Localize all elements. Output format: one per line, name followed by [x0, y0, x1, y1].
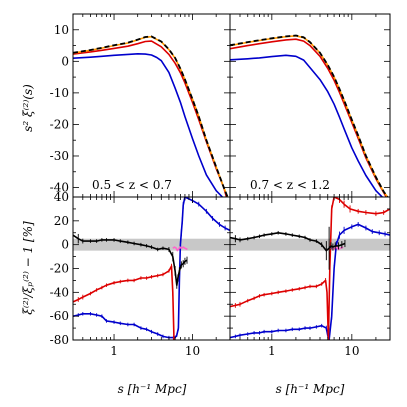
annotation-top-right: 0.7 < z < 1.2	[250, 178, 330, 192]
series-group-top-right	[230, 34, 389, 197]
y-axis-label-top: s² ξ⁽²⁾(s)	[21, 84, 35, 132]
y-tick-label-top-left: -40	[50, 181, 69, 195]
series-line-top-left-1	[73, 40, 228, 197]
series-line-top-right-0	[230, 54, 383, 197]
annotation-top-left: 0.5 < z < 0.7	[92, 178, 172, 192]
series-line-bottom-left-2	[172, 246, 188, 252]
y-tick-label-top-left: -20	[50, 117, 69, 131]
shaded-band-bottom-left	[73, 238, 230, 251]
x-tick-label-bottom-left: 10	[185, 344, 200, 358]
y-tick-label-top-left: 10	[54, 23, 69, 37]
y-tick-label-bottom-left: -60	[50, 309, 69, 323]
series-layer	[73, 34, 390, 340]
y-tick-label-bottom-left: -80	[50, 333, 69, 347]
series-group-bottom-right	[230, 197, 390, 340]
series-line-top-left-3	[73, 35, 229, 197]
y-tick-label-bottom-left: -20	[50, 262, 69, 276]
series-line-bottom-left-1	[73, 265, 175, 340]
series-line-top-right-3	[230, 34, 389, 197]
x-tick-label-bottom-right: 10	[344, 344, 359, 358]
series-line-top-left-2	[73, 35, 229, 197]
series-group-bottom-left	[73, 197, 230, 340]
series-line-top-right-1	[230, 38, 387, 197]
x-axis-label-right: s [h⁻¹ Mpc]	[276, 382, 345, 396]
x-axis-label-left: s [h⁻¹ Mpc]	[118, 382, 187, 396]
panel-frame-bottom-left	[72, 196, 231, 341]
panel-frame-bottom-right	[229, 196, 391, 341]
y-tick-label-bottom-left: 40	[54, 190, 69, 204]
shaded-band-bottom-right	[230, 238, 390, 251]
y-tick-label-top-left: -10	[50, 86, 69, 100]
series-line-top-left-0	[73, 53, 223, 197]
series-line-bottom-left-0	[73, 197, 230, 339]
series-group-top-left	[73, 35, 229, 197]
y-tick-label-bottom-left: -40	[50, 285, 69, 299]
series-line-bottom-right-1	[230, 197, 390, 340]
ticks-layer: -40 -30 -20 -10 0 10 -80 -60 -40 -20 0 20 40 1 10 1 10	[50, 13, 391, 358]
x-tick-label-bottom-right: 1	[268, 344, 276, 358]
series-line-bottom-right-2	[329, 246, 344, 251]
shaded-bands-layer	[73, 238, 390, 251]
panel-frames-layer	[72, 13, 391, 341]
x-tick-label-bottom-left: 1	[110, 344, 118, 358]
y-tick-label-bottom-left: 20	[54, 214, 69, 228]
y-tick-label-top-left: -30	[50, 149, 69, 163]
y-axis-label-bottom: ξ⁽²⁾/ξₚ⁽²⁾ − 1 [%]	[21, 221, 35, 315]
y-tick-label-bottom-left: 0	[61, 238, 69, 252]
y-tick-label-top-left: 0	[61, 54, 69, 68]
